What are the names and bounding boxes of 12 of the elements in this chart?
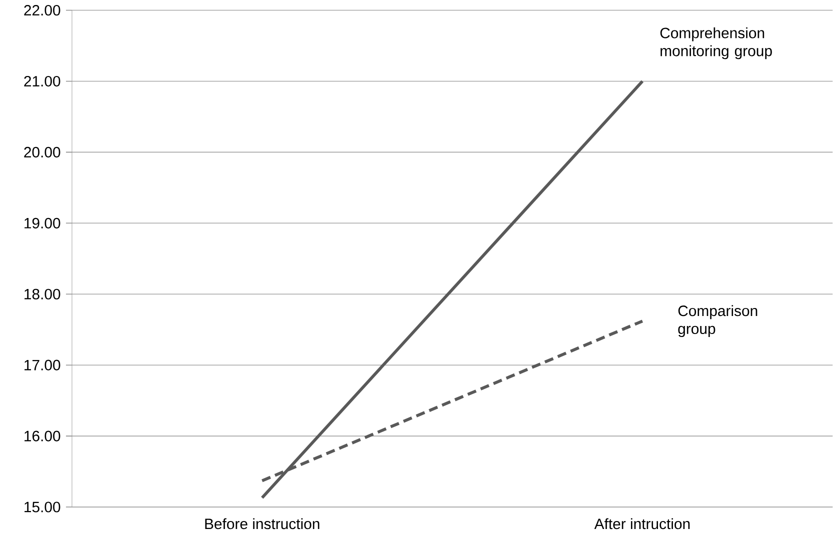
text: Comparison group xyxy=(678,305,758,337)
x-tick-label: After intruction xyxy=(594,518,690,530)
y-tick-label: 21.00 xyxy=(24,76,60,86)
y-tick-label: 16.00 xyxy=(24,430,60,442)
series-label: Comprehension monitoring group xyxy=(660,27,772,60)
x-tick-label: Before instruction xyxy=(205,518,320,530)
y-tick-label: 19.00 xyxy=(24,218,60,228)
y-tick-label: 15.00 xyxy=(24,502,60,512)
y-tick-label: 22.00 xyxy=(24,4,60,16)
y-tick-label: 20.00 xyxy=(24,146,60,158)
y-tick-label: 17.00 xyxy=(24,360,60,370)
y-tick-label: 18.00 xyxy=(24,288,60,300)
